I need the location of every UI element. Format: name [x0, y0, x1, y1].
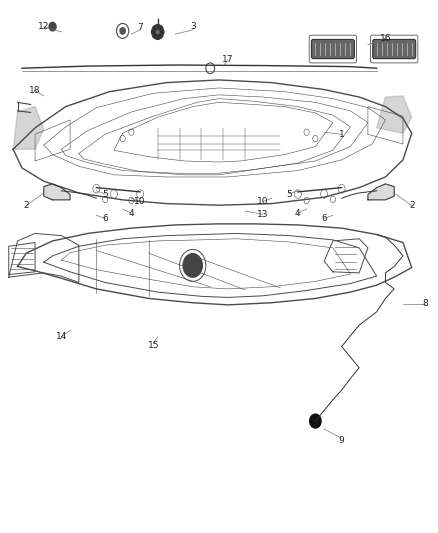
Text: 4: 4 [129, 209, 134, 217]
Polygon shape [377, 96, 412, 133]
Text: 2: 2 [409, 201, 414, 210]
Text: 3: 3 [190, 22, 196, 31]
Text: 4: 4 [295, 209, 300, 217]
Text: 15: 15 [148, 341, 159, 350]
Text: 6: 6 [321, 214, 327, 223]
Text: 18: 18 [29, 86, 41, 95]
Text: 10: 10 [257, 197, 268, 206]
Text: 1: 1 [339, 130, 345, 139]
Text: 5: 5 [286, 190, 292, 198]
Text: 12: 12 [38, 22, 49, 31]
Circle shape [153, 34, 156, 38]
Circle shape [120, 28, 125, 34]
Circle shape [152, 30, 155, 34]
Text: 16: 16 [380, 34, 391, 43]
Circle shape [156, 35, 159, 39]
Text: 5: 5 [102, 190, 108, 198]
FancyBboxPatch shape [373, 39, 416, 59]
Text: 13: 13 [257, 210, 268, 219]
Circle shape [183, 254, 202, 277]
FancyBboxPatch shape [311, 39, 354, 59]
Circle shape [156, 25, 159, 29]
Circle shape [152, 25, 164, 39]
Text: 10: 10 [134, 197, 146, 206]
Text: 14: 14 [56, 333, 67, 341]
Text: 6: 6 [102, 214, 108, 223]
Circle shape [153, 26, 156, 30]
Text: 7: 7 [137, 23, 143, 32]
Polygon shape [44, 184, 70, 200]
Polygon shape [13, 107, 44, 149]
Circle shape [160, 30, 164, 34]
Circle shape [49, 22, 56, 31]
Text: 8: 8 [422, 300, 428, 308]
Circle shape [159, 26, 162, 30]
Text: 17: 17 [222, 55, 233, 64]
Circle shape [159, 34, 162, 38]
Text: 2: 2 [24, 201, 29, 210]
Polygon shape [368, 184, 394, 200]
Text: 9: 9 [339, 436, 345, 445]
Circle shape [310, 414, 321, 428]
